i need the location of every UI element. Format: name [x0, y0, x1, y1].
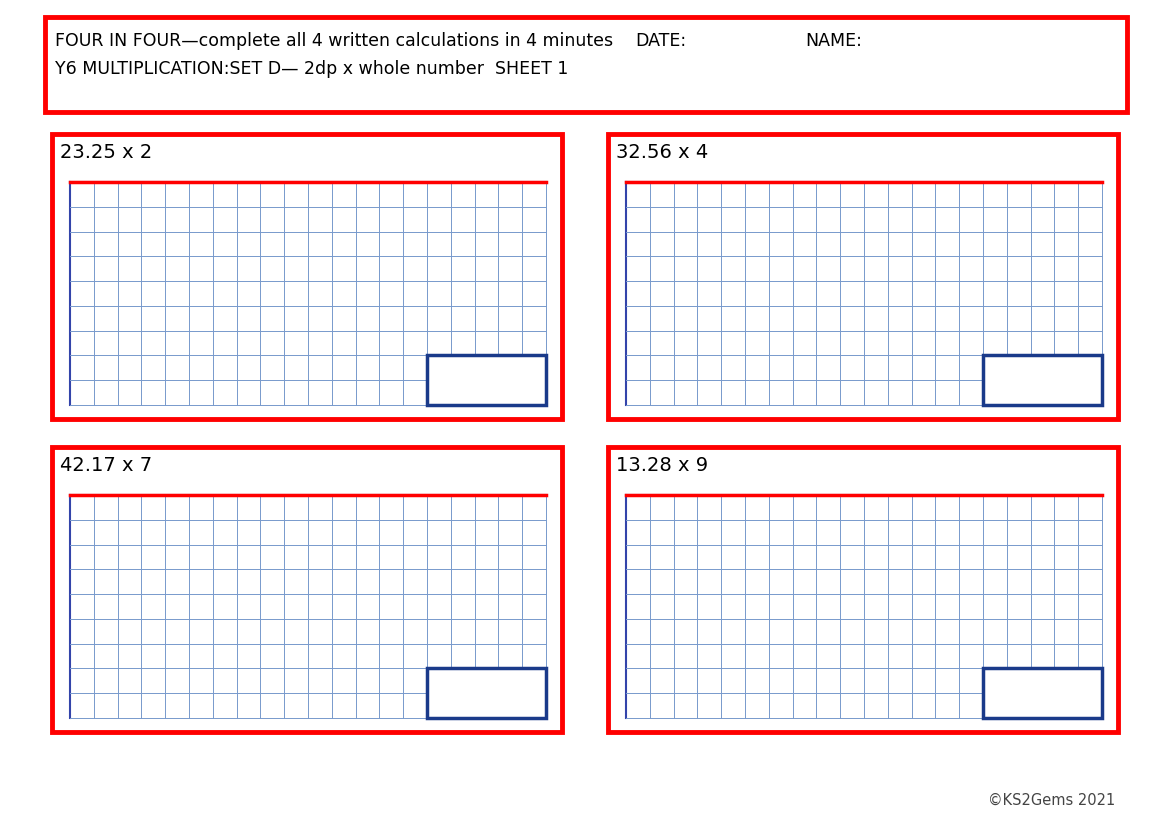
Bar [70, 495, 546, 718]
Text: FOUR IN FOUR—complete all 4 written calculations in 4 minutes: FOUR IN FOUR—complete all 4 written calc… [55, 32, 613, 50]
Text: DATE:: DATE: [635, 32, 686, 50]
Text: ©KS2Gems 2021: ©KS2Gems 2021 [987, 792, 1115, 807]
Bar [626, 495, 1102, 718]
Bar [608, 447, 1119, 732]
Bar [70, 183, 546, 405]
Text: Y6 MULTIPLICATION:SET D— 2dp x whole number  SHEET 1: Y6 MULTIPLICATION:SET D— 2dp x whole num… [55, 60, 569, 78]
Bar [427, 669, 546, 718]
Bar [44, 18, 1127, 112]
Text: 42.17 x 7: 42.17 x 7 [60, 456, 152, 475]
Bar [626, 183, 1102, 405]
Text: 23.25 x 2: 23.25 x 2 [60, 143, 152, 162]
Text: NAME:: NAME: [805, 32, 862, 50]
Bar [983, 356, 1102, 405]
Bar [983, 669, 1102, 718]
Bar [51, 447, 562, 732]
Bar [51, 135, 562, 419]
Text: 32.56 x 4: 32.56 x 4 [615, 143, 708, 162]
Text: 13.28 x 9: 13.28 x 9 [615, 456, 708, 475]
Bar [608, 135, 1119, 419]
Bar [427, 356, 546, 405]
